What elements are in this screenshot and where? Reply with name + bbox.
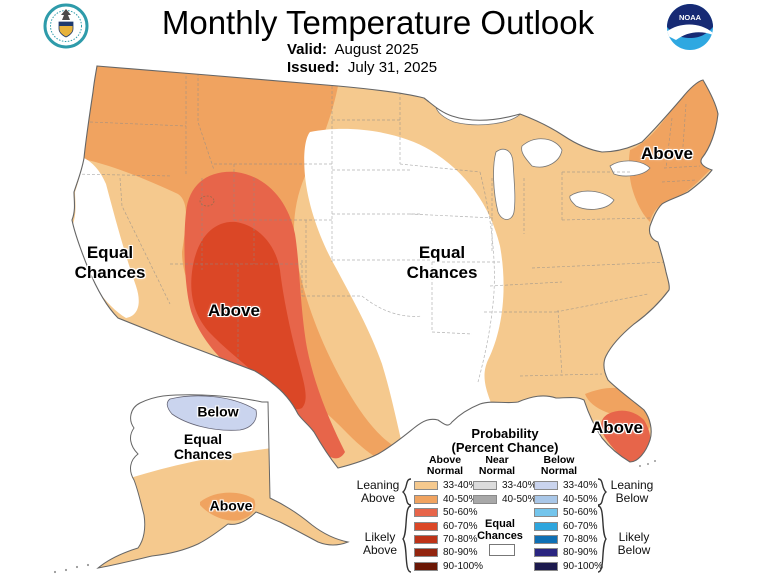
region-ak-above-40-50 <box>200 492 256 521</box>
region-equal-california <box>73 158 139 318</box>
legend-leaning-above: Leaning Above <box>356 478 400 505</box>
legend-leaning-below: Leaning Below <box>610 478 654 505</box>
swatch-above-60-70 <box>414 522 438 531</box>
alaska-coastline <box>96 394 350 569</box>
swatch-below-90-100 <box>534 562 558 571</box>
legend-col-below-normal: Below Normal <box>540 454 578 477</box>
valid-line: Valid: August 2025 <box>287 41 437 59</box>
valid-value: August 2025 <box>334 41 419 58</box>
legend-likely-below: Likely Below <box>617 530 651 557</box>
lake-michigan <box>493 148 516 220</box>
label-above-northeast: Above <box>641 144 693 163</box>
conus-coastline <box>71 65 719 469</box>
region-above-40-50-northeast <box>628 80 718 222</box>
label-above-florida: Above <box>591 418 643 437</box>
noaa-logo-text: NOAA <box>679 13 702 22</box>
issued-value: July 31, 2025 <box>347 59 438 76</box>
brace-leaning-above <box>401 478 412 506</box>
commerce-seal-icon <box>43 3 89 49</box>
swatch-near-40-50 <box>473 495 497 504</box>
label-above-southwest: Above <box>208 301 260 320</box>
issued-label: Issued: <box>287 59 340 76</box>
label-equal-chances-central: Equal Chances <box>406 243 478 282</box>
swatch-below-60-70 <box>534 522 558 531</box>
region-above-50-60-florida <box>600 410 651 463</box>
brace-likely-below <box>597 505 607 573</box>
region-above-60-70-core <box>191 221 306 410</box>
swatch-above-70-80 <box>414 535 438 544</box>
legend-title-line1: Probability <box>471 426 539 441</box>
lake-huron <box>521 138 563 168</box>
swatch-above-40-50 <box>414 495 438 504</box>
label-equal-chances-alaska: Equal Chances <box>173 431 233 462</box>
swatch-above-50-60 <box>414 508 438 517</box>
swatch-below-80-90 <box>534 548 558 557</box>
swatch-above-33-40 <box>414 481 438 490</box>
state-borders <box>72 66 701 383</box>
swatch-below-50-60 <box>534 508 558 517</box>
lake-erie <box>569 190 615 210</box>
swatch-near-33-40 <box>473 481 497 490</box>
great-salt-lake <box>199 195 215 207</box>
brace-leaning-below <box>597 478 608 506</box>
brace-likely-above <box>402 505 412 573</box>
issued-line: Issued: July 31, 2025 <box>287 59 437 77</box>
swatch-below-70-80 <box>534 535 558 544</box>
page-title: Monthly Temperature Outlook <box>161 4 595 41</box>
noaa-logo-icon: NOAA <box>667 4 713 50</box>
valid-label: Valid: <box>287 41 328 58</box>
legend-title-line2: (Percent Chance) <box>451 440 559 455</box>
legend-likely-above: Likely Above <box>362 530 398 557</box>
aleutian-islands <box>53 460 656 574</box>
swatch-equal-chances <box>489 544 515 556</box>
label-above-alaska: Above <box>209 497 253 514</box>
legend-col-near-normal: Near Normal <box>478 454 516 477</box>
legend-equal-chances: Equal Chances <box>477 518 523 542</box>
label-below-alaska: Below <box>197 403 239 420</box>
swatch-below-40-50 <box>534 495 558 504</box>
swatch-above-90-100 <box>414 562 438 571</box>
swatch-above-80-90 <box>414 548 438 557</box>
legend-col-above-normal: Above Normal <box>426 454 464 477</box>
region-equal-central <box>304 128 504 461</box>
region-ak-below-33-40 <box>166 395 257 431</box>
swatch-below-33-40 <box>534 481 558 490</box>
issue-block: Valid: August 2025 Issued: July 31, 2025 <box>287 41 437 77</box>
label-equal-chances-west: Equal Chances <box>74 243 146 282</box>
